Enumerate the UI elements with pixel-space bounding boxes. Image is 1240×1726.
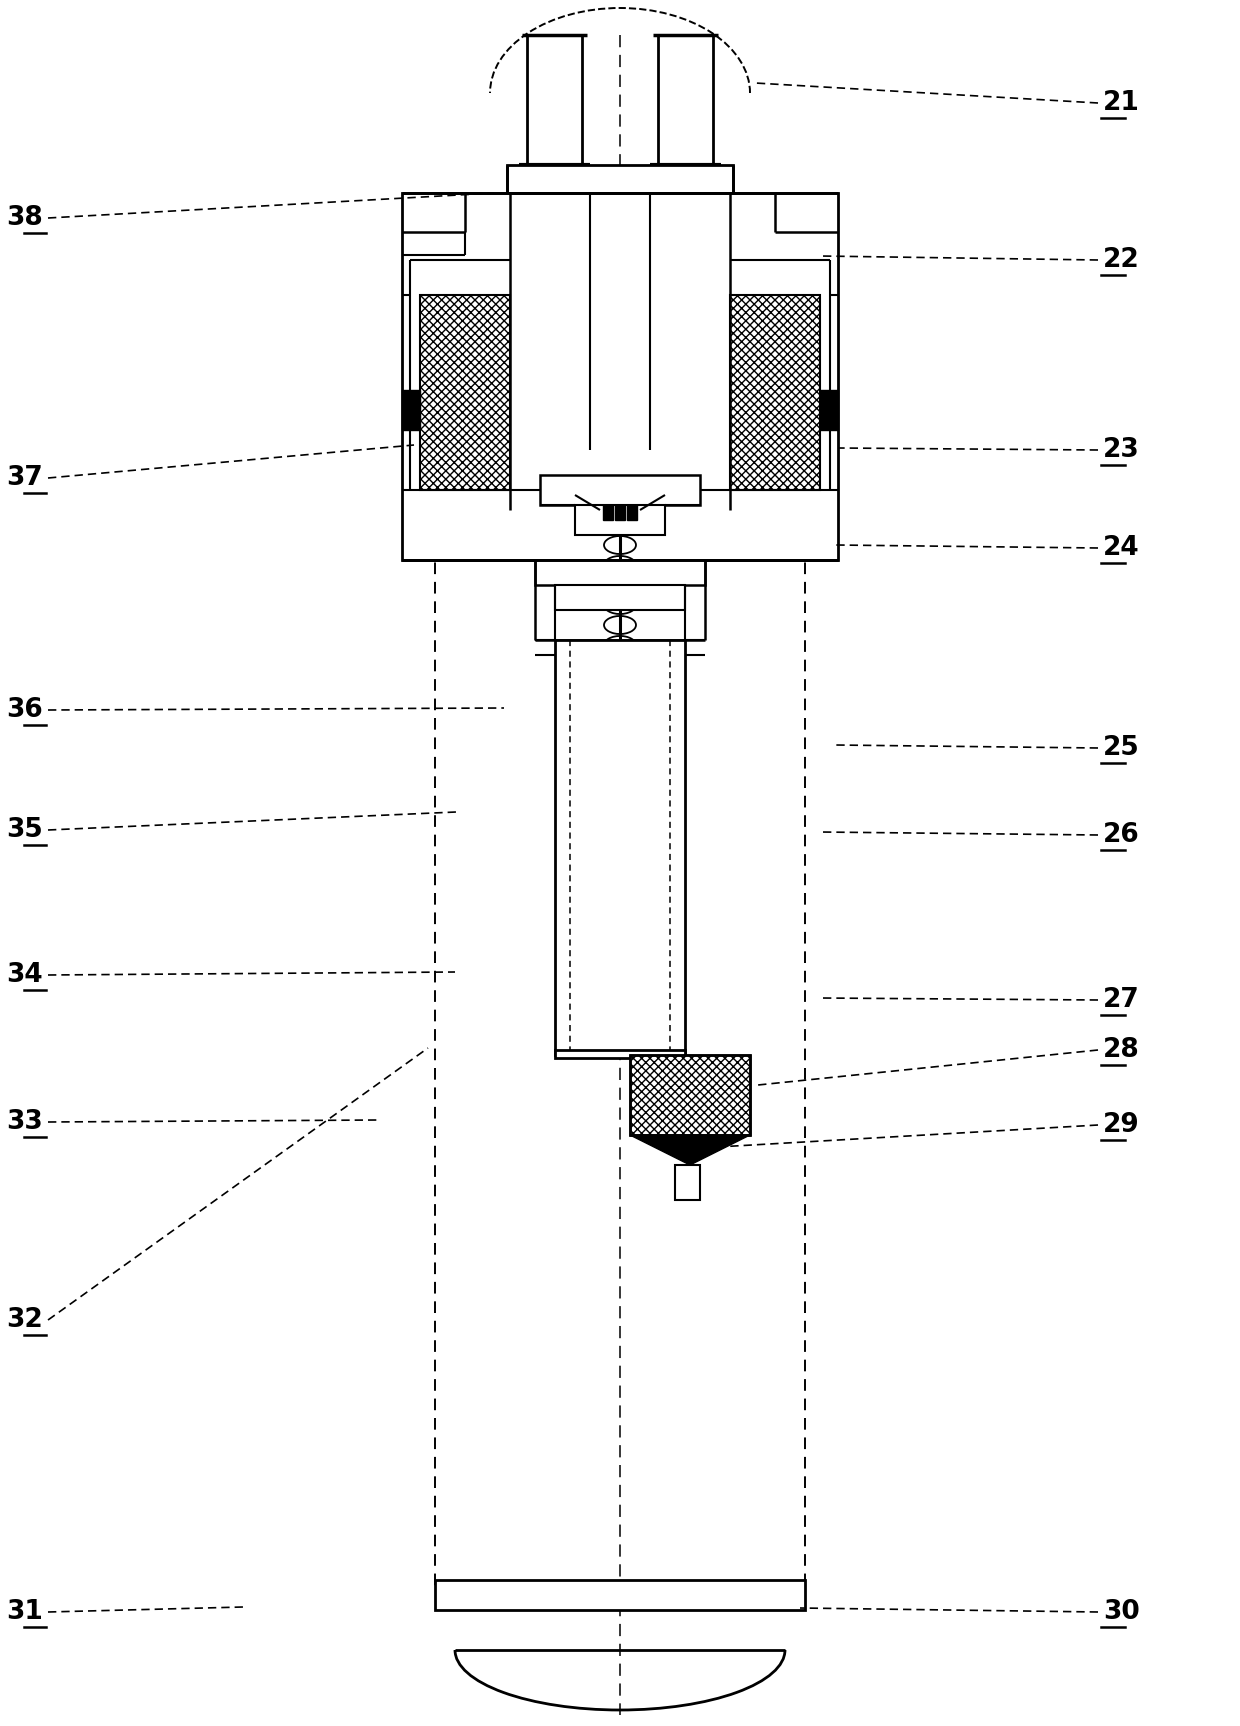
Bar	[558, 773, 596, 799]
Bar	[644, 811, 682, 837]
Text: 31: 31	[6, 1598, 43, 1624]
Text: 30: 30	[1104, 1598, 1140, 1624]
Bar	[558, 925, 596, 951]
Bar	[539, 475, 701, 506]
Bar	[507, 166, 733, 193]
Text: 27: 27	[1104, 987, 1140, 1013]
Bar	[558, 849, 596, 875]
Polygon shape	[615, 506, 625, 520]
Bar	[675, 1165, 701, 1200]
Bar	[644, 773, 682, 799]
Bar	[644, 849, 682, 875]
Bar	[558, 961, 596, 989]
Text: 32: 32	[6, 1307, 43, 1332]
Text: 33: 33	[6, 1110, 43, 1136]
Text: 24: 24	[1104, 535, 1140, 561]
Polygon shape	[603, 506, 613, 520]
Text: 25: 25	[1104, 735, 1140, 761]
Text: 38: 38	[6, 205, 43, 231]
Bar	[730, 295, 820, 490]
Polygon shape	[402, 390, 420, 430]
Text: 36: 36	[6, 697, 43, 723]
Polygon shape	[630, 1136, 750, 1165]
Bar	[558, 811, 596, 837]
Bar	[556, 640, 684, 1055]
Bar	[402, 193, 838, 559]
Text: 22: 22	[1104, 247, 1140, 273]
Bar	[644, 735, 682, 761]
Polygon shape	[820, 390, 838, 430]
Bar	[658, 35, 713, 166]
Bar	[644, 697, 682, 725]
Text: 37: 37	[6, 464, 43, 490]
Bar	[534, 559, 706, 585]
Bar	[556, 585, 684, 609]
Bar	[435, 1579, 805, 1610]
Polygon shape	[627, 506, 637, 520]
Text: 29: 29	[1104, 1112, 1140, 1137]
Text: 28: 28	[1104, 1037, 1140, 1063]
Bar	[558, 735, 596, 761]
Bar	[630, 1055, 750, 1136]
Bar	[420, 295, 510, 490]
Bar	[644, 925, 682, 951]
Bar	[644, 887, 682, 913]
Text: 26: 26	[1104, 822, 1140, 847]
Bar	[644, 961, 682, 989]
Text: 34: 34	[6, 961, 43, 987]
Bar	[575, 506, 665, 535]
Bar	[630, 1055, 750, 1136]
Text: 35: 35	[6, 816, 43, 842]
Bar	[644, 659, 682, 687]
Bar	[558, 659, 596, 687]
Bar	[527, 35, 582, 166]
Bar	[556, 1049, 684, 1058]
Bar	[558, 697, 596, 725]
Bar	[558, 887, 596, 913]
Text: 23: 23	[1104, 437, 1140, 463]
Text: 21: 21	[1104, 90, 1140, 116]
